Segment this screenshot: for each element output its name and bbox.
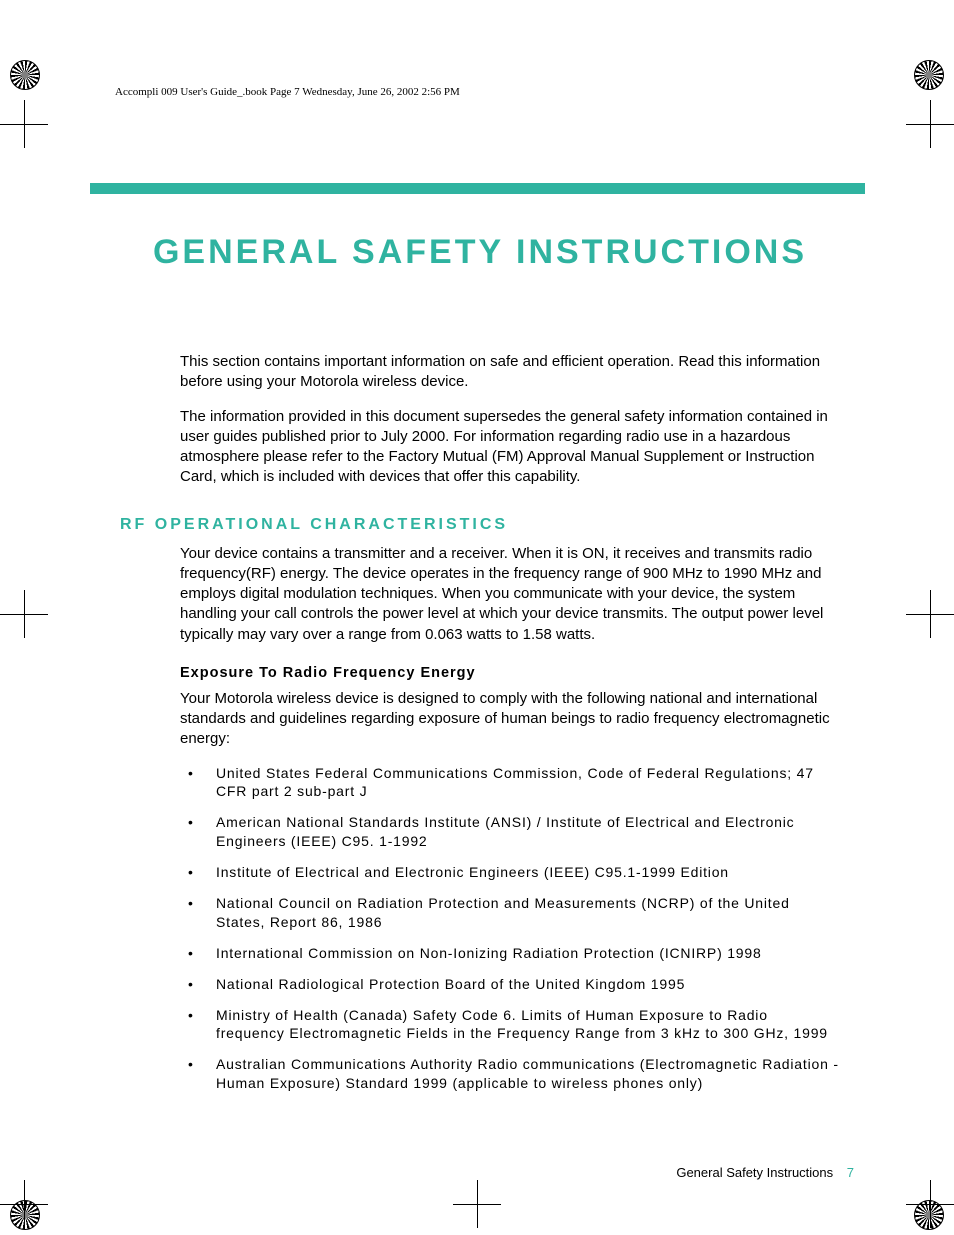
crop-mark-icon [0,1180,48,1228]
intro-paragraph: The information provided in this documen… [180,407,840,488]
section-heading-rf: RF OPERATIONAL CHARACTERISTICS [120,516,840,534]
section-paragraph: Your device contains a transmitter and a… [180,544,840,645]
page-body: GENERAL SAFETY INSTRUCTIONS This section… [120,215,840,1105]
crop-mark-icon [906,100,954,148]
crop-mark-icon [906,1180,954,1228]
crop-mark-icon [0,590,48,638]
page-footer: General Safety Instructions 7 [676,1165,854,1180]
list-item: American National Standards Institute (A… [180,813,840,851]
list-item: Australian Communications Authority Radi… [180,1055,840,1093]
registration-mark-icon [10,60,40,90]
crop-mark-icon [906,590,954,638]
list-item: United States Federal Communications Com… [180,764,840,802]
subsection-heading-exposure: Exposure To Radio Frequency Energy [180,665,840,681]
page-title: GENERAL SAFETY INSTRUCTIONS [120,233,840,272]
page-number: 7 [847,1165,854,1180]
section-paragraph: Your Motorola wireless device is designe… [180,689,840,750]
standards-list: United States Federal Communications Com… [180,764,840,1094]
list-item: Ministry of Health (Canada) Safety Code … [180,1006,840,1044]
list-item: National Radiological Protection Board o… [180,975,840,994]
list-item: National Council on Radiation Protection… [180,894,840,932]
registration-mark-icon [914,60,944,90]
crop-mark-icon [453,1180,501,1228]
title-rule [90,183,865,194]
running-header: Accompli 009 User's Guide_.book Page 7 W… [115,86,460,98]
footer-section-label: General Safety Instructions [676,1165,833,1180]
crop-mark-icon [0,100,48,148]
list-item: International Commission on Non-Ionizing… [180,944,840,963]
intro-paragraph: This section contains important informat… [180,352,840,393]
list-item: Institute of Electrical and Electronic E… [180,863,840,882]
